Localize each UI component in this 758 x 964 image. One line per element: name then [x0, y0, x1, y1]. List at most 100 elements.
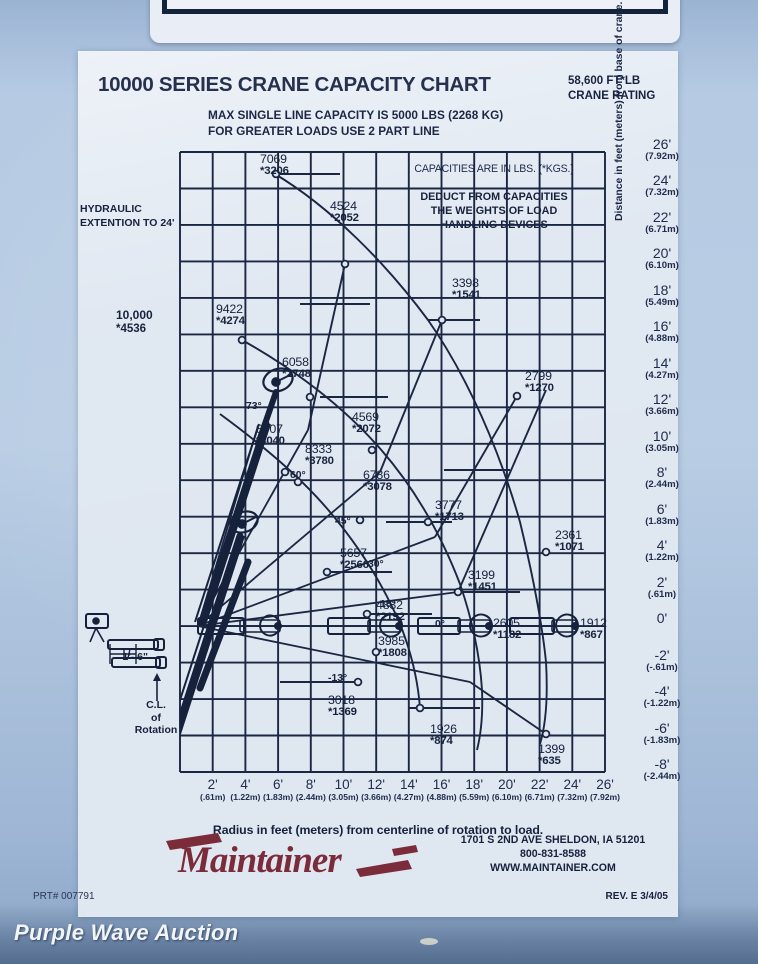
y-tick-6ft: 6' (1.83m)	[623, 502, 701, 527]
data-label-7069: 7069 *3206	[260, 152, 289, 177]
data-label-3018: 3018 *1369	[328, 693, 357, 718]
data-point	[271, 169, 281, 179]
max-capacity-kg: *4536	[116, 323, 147, 335]
y-tick-4ft: 4' (1.22m)	[623, 538, 701, 563]
crane-rating: 58,600 FT*LB CRANE RATING	[568, 74, 678, 104]
data-point	[237, 335, 247, 345]
angle-label-60: 60°	[290, 470, 306, 481]
y-tick-0ft: 0'	[623, 611, 701, 625]
data-point	[355, 515, 365, 525]
y-tick-feet: -2'	[654, 646, 670, 663]
data-point	[371, 647, 381, 657]
revision-label: REV. E 3/4/05	[605, 891, 668, 902]
x-tick-meters: (6.71m)	[524, 792, 555, 802]
data-label-4524: 4524 *2052	[330, 199, 359, 224]
x-tick-feet: 6'	[273, 777, 284, 792]
deduct-line1: DEDUCT FROM CAPACITIES	[420, 191, 568, 203]
y-tick-20ft: 20' (6.10m)	[623, 246, 701, 271]
y-tick-24ft: 24' (7.32m)	[623, 173, 701, 198]
max-capacity-callout: 10,000 *4536	[116, 308, 196, 336]
angle-label-45: 45°	[335, 516, 351, 527]
cl-line2: of	[151, 711, 161, 724]
y-tick-meters: (1.22m)	[645, 552, 679, 564]
y-tick-meters: (-2.44m)	[643, 771, 681, 782]
y-tick-meters: (-1.22m)	[643, 698, 681, 710]
y-tick-meters: (7.32m)	[645, 187, 679, 199]
data-point	[322, 567, 332, 577]
cl-line3: Rotation	[134, 724, 178, 736]
y-tick-meters: (5.49m)	[645, 296, 679, 308]
y-tick-meters: (7.92m)	[645, 151, 679, 162]
page-title: 10000 SERIES CRANE CAPACITY CHART	[98, 73, 491, 96]
max-line-capacity-line1: MAX SINGLE LINE CAPACITY IS 5000 LBS (22…	[208, 108, 504, 122]
data-label-1399: 1399 *635	[538, 742, 565, 767]
x-tick-meters: (2.44m)	[295, 792, 326, 802]
x-tick-meters: (1.22m)	[230, 792, 261, 802]
hydraulic-extension-line2: EXTENTION TO 24'	[80, 216, 175, 229]
angle-label-15: 15°	[380, 599, 396, 610]
x-tick-22ft: 22' (6.71m)	[514, 777, 566, 803]
y-tick-14ft: 14' (4.27m)	[623, 356, 701, 381]
background-speck	[420, 938, 438, 945]
y-tick-meters: (4.27m)	[645, 369, 679, 381]
data-point	[353, 677, 363, 687]
x-tick-meters: (6.10m)	[491, 792, 522, 802]
y-tick-feet: 6'	[656, 500, 668, 517]
maintainer-logo: Maintainer	[166, 833, 418, 881]
data-label-3985: 3985 *1808	[378, 634, 407, 659]
data-label-6058: 6058 *2748	[282, 355, 311, 380]
y-tick-meters: (2.44m)	[645, 479, 679, 491]
y-tick-8ft: 8' (2.44m)	[623, 465, 701, 490]
x-tick-meters: (1.83m)	[263, 792, 294, 802]
x-tick-18ft: 18' (5.59m)	[448, 778, 500, 803]
x-tick-feet: 22'	[530, 777, 549, 792]
x-tick-2ft: 2' (.61m)	[187, 777, 239, 803]
hydraulic-extension-line1: HYDRAULIC	[80, 203, 142, 215]
max-line-capacity-line2: FOR GREATER LOADS USE 2 PART LINE	[208, 123, 440, 138]
x-tick-meters: (4.88m)	[426, 792, 457, 802]
y-tick-feet: 0'	[656, 610, 668, 627]
serial-placard: 002333	[150, 0, 680, 43]
y-tick-feet: 26'	[652, 136, 672, 152]
data-point	[362, 609, 372, 619]
y-tick-feet: 12'	[652, 391, 672, 408]
x-tick-feet: 2'	[207, 777, 218, 792]
x-tick-12ft: 12' (3.66m)	[350, 778, 402, 803]
y-tick-feet: 8'	[656, 464, 668, 481]
x-tick-feet: 10'	[334, 777, 353, 792]
data-point	[305, 392, 315, 402]
company-phone: 800-831-8588	[520, 848, 586, 860]
x-tick-feet: 20'	[498, 777, 516, 792]
deduct-weights-note: DEDUCT FROM CAPACITIES THE WEIGHTS OF LO…	[394, 190, 594, 232]
y-tick-meters: (6.71m)	[645, 223, 679, 235]
data-label-3398: 3398 *1541	[452, 276, 481, 301]
data-point	[423, 517, 433, 527]
company-website[interactable]: WWW.MAINTAINER.COM	[490, 862, 616, 874]
y-tick-feet: 20'	[652, 245, 672, 262]
x-axis-title: Radius in feet (meters) from centerline …	[212, 823, 544, 837]
y-tick--6ft: -6' (-1.83m)	[623, 721, 701, 746]
data-point	[541, 547, 551, 557]
capacity-plot: 7069 *3206 4524 *2052 3398 *1541 9422 *4274 …	[179, 151, 607, 773]
data-label-3199: 3199 *1451	[468, 568, 497, 593]
data-label-8907: 8907 *4040	[256, 422, 285, 447]
y-tick-meters: (3.66m)	[645, 406, 679, 418]
y-tick-meters: (6.10m)	[645, 260, 679, 272]
x-tick-feet: 14'	[400, 777, 418, 792]
data-label-4832: 4832 *2192	[376, 598, 405, 623]
capacity-curves	[219, 173, 552, 751]
cl-arrow-icon	[153, 673, 161, 701]
crane-rating-label: CRANE RATING	[568, 90, 656, 102]
crane-boom-horizontal-1	[197, 614, 283, 637]
data-label-2605: 2605 *1182	[493, 616, 522, 641]
y-tick-meters: (-1.83m)	[643, 734, 681, 746]
y-tick-feet: -4'	[654, 683, 670, 700]
data-point	[541, 729, 551, 739]
max-line-capacity-note: MAX SINGLE LINE CAPACITY IS 5000 LBS (22…	[208, 108, 628, 139]
data-point-markers	[237, 169, 551, 739]
x-tick-feet: 26'	[596, 777, 614, 792]
hydraulic-extension-label: HYDRAULIC EXTENTION TO 24'	[80, 203, 190, 230]
data-point	[437, 315, 447, 325]
data-label-2361: 2361 *1071	[555, 528, 584, 553]
y-tick--4ft: -4' (-1.22m)	[623, 684, 701, 709]
